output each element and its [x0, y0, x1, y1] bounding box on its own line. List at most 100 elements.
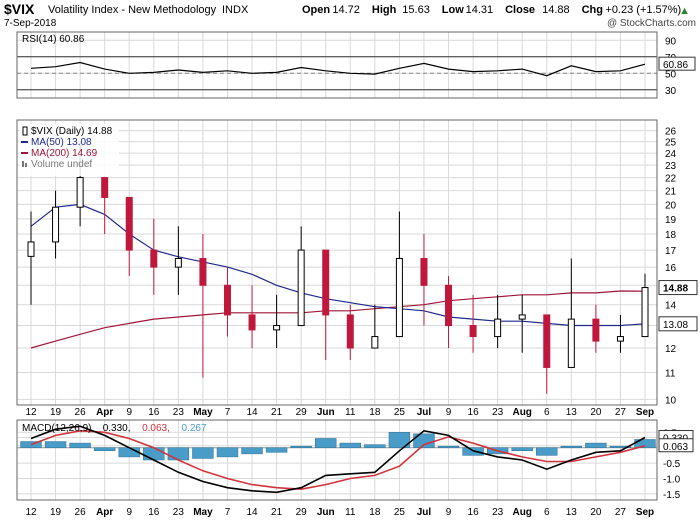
quote-row: Open 14.72 High 15.63 Low 14.31 Close 14.88 Chg +…	[302, 4, 681, 16]
macd-frame	[16, 419, 658, 501]
bottom-x-tick-label: 16	[148, 507, 160, 518]
quote-value-open: 14.72	[332, 4, 360, 16]
bottom-x-tick-label: 18	[369, 507, 381, 518]
macd-histogram-bar	[93, 447, 116, 452]
price-tick-label: 14	[665, 301, 677, 312]
mid-x-tick-label: Jun	[317, 407, 335, 418]
macd-histogram-bar	[143, 447, 165, 461]
price-tick-label: 22	[665, 174, 677, 185]
price-legend-entry: $VIX (Daily) 14.88	[31, 126, 113, 137]
candle-up	[174, 257, 182, 268]
mid-x-tick-label: 26	[75, 407, 87, 418]
bottom-x-tick-label: 12	[25, 507, 37, 518]
price-legend-entry: MA(200) 14.69	[31, 148, 98, 159]
mid-x-tick-label: 20	[590, 407, 602, 418]
copyright-label: @ StockCharts.com	[607, 18, 696, 29]
bottom-x-tick-label: Apr	[96, 507, 113, 518]
macd-histogram-bar	[192, 447, 214, 459]
mid-x-tick-label: Apr	[96, 407, 113, 418]
rsi-frame	[16, 31, 658, 99]
mid-x-tick-label: 6	[544, 407, 550, 418]
candle-down	[346, 314, 354, 349]
mid-x-tick-label: 9	[446, 407, 452, 418]
candle-down	[101, 177, 109, 198]
bottom-x-tick-label: 7	[225, 507, 231, 518]
rsi-line	[30, 61, 646, 77]
macd-legend-entry: 0.330,	[103, 423, 131, 434]
price-tick-label: 23	[665, 161, 677, 172]
candle-up	[395, 257, 403, 338]
bottom-x-tick-label: 21	[271, 507, 283, 518]
macd-line	[30, 425, 646, 494]
bottom-x-tick-label: 29	[296, 507, 308, 518]
price-value-tag-label: 13.08	[663, 320, 688, 331]
macd-histogram-bar	[44, 441, 67, 448]
quote-label-high: High	[372, 4, 397, 16]
rsi-tick-label: 90	[665, 36, 677, 47]
macd-legend-entry: 0.267	[182, 423, 207, 434]
macd-histogram-bar	[315, 438, 337, 448]
candle-up	[567, 318, 575, 368]
macd-histogram-bar	[364, 444, 386, 448]
ma50-line	[30, 203, 646, 327]
bottom-x-tick-label: Aug	[512, 507, 531, 518]
macd-tick-label: -0.5	[663, 459, 681, 470]
macd-tick-label: 0.063	[663, 442, 688, 453]
bottom-x-tick-label: 11	[345, 507, 356, 518]
mid-x-tick-label: 19	[50, 407, 62, 418]
candle-up	[297, 249, 305, 327]
bottom-x-tick-label: 9	[126, 507, 132, 518]
price-tick-label: 11	[665, 369, 676, 380]
price-tick-label: 24	[665, 149, 677, 160]
candle-down	[469, 325, 477, 338]
bottom-x-tick-label: 13	[566, 507, 578, 518]
bottom-x-tick-label: Sep	[636, 507, 654, 518]
candle-up	[616, 336, 624, 342]
bottom-x-tick-label: 23	[492, 507, 504, 518]
price-tick-label: 10	[665, 395, 677, 406]
quote-label-open: Open	[302, 4, 330, 16]
mid-x-tick-label: 12	[25, 407, 37, 418]
ma200-line	[30, 290, 646, 349]
bottom-x-axis: 12 19 26 Apr 9 16 23 May 7 14 21 29 Jun 11 18 25 Jul 9 16 2…	[25, 507, 654, 518]
mid-x-tick-label: 25	[394, 407, 406, 418]
candle-down	[248, 314, 256, 331]
mid-x-tick-label: Jul	[417, 407, 432, 418]
macd-value-tag	[658, 438, 694, 453]
bottom-x-tick-label: 16	[468, 507, 480, 518]
candle-up	[371, 336, 379, 349]
bottom-x-tick-label: 19	[50, 507, 62, 518]
quote-label-close: Close	[505, 4, 535, 16]
mid-x-tick-label: Sep	[636, 407, 654, 418]
price-tick-label: 18	[665, 230, 677, 241]
price-tick-label: 17	[665, 246, 677, 257]
mid-x-tick-label: 29	[296, 407, 308, 418]
quote-value-low: 14.31	[466, 4, 494, 16]
candle-up	[27, 241, 35, 257]
quote-value-close: 14.88	[542, 4, 570, 16]
macd-histogram-bar	[560, 445, 583, 448]
candle-down	[322, 249, 330, 316]
mid-x-tick-label: 16	[148, 407, 160, 418]
mid-x-tick-label: 11	[345, 407, 356, 418]
rsi-value-tag-label: 60.86	[663, 60, 688, 71]
candle-down	[223, 284, 231, 316]
candle-up	[76, 177, 84, 208]
price-value-tag	[658, 280, 698, 296]
bottom-x-tick-label: 6	[544, 507, 550, 518]
candle-up	[641, 287, 649, 338]
mid-x-tick-label: 23	[492, 407, 504, 418]
legend-candle-icon	[22, 126, 28, 136]
mid-x-tick-label: Aug	[512, 407, 531, 418]
price-legend-entry: MA(50) 13.08	[31, 137, 92, 148]
legend-volume-icon	[25, 163, 27, 167]
macd-histogram-bar	[118, 447, 140, 458]
macd-tick-label: -1.0	[663, 474, 681, 485]
macd-histogram-bar	[388, 432, 411, 448]
candle-down	[420, 257, 428, 286]
mid-x-tick-label: 21	[271, 407, 283, 418]
macd-histogram-bar	[437, 445, 460, 448]
mid-x-tick-label: 14	[246, 407, 258, 418]
